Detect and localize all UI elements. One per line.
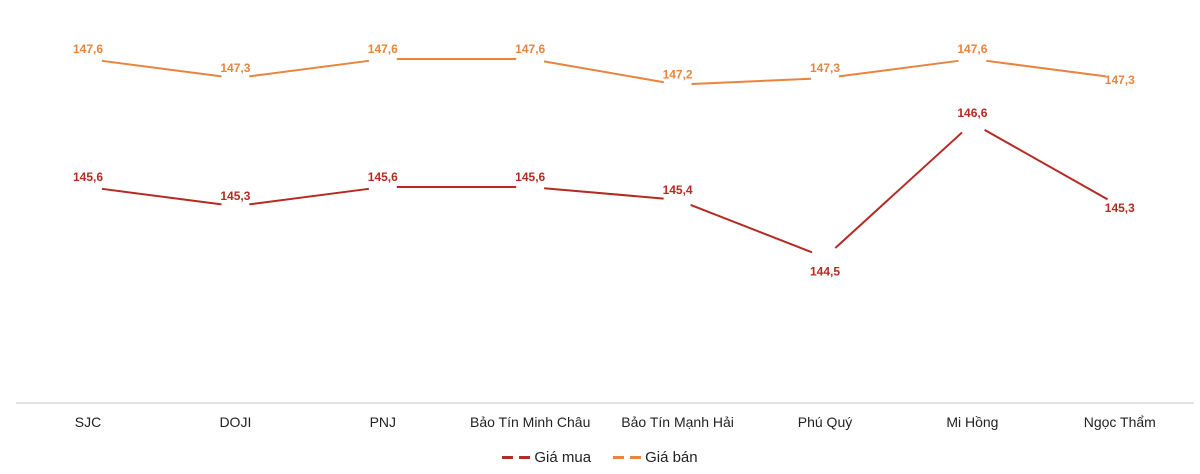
legend-item-gia-ban[interactable]: Giá bán	[613, 449, 698, 466]
series-segment	[838, 59, 959, 78]
data-label: 146,6	[957, 106, 987, 120]
data-label: 145,6	[73, 170, 103, 184]
series-segment	[249, 59, 370, 78]
data-label: 147,3	[220, 61, 250, 75]
legend-line-icon	[502, 456, 531, 459]
series-segment	[690, 203, 813, 254]
legend: Giá mua Giá bán	[0, 449, 1200, 466]
legend-line-icon	[613, 456, 642, 459]
x-axis-tick-label: Bảo Tín Mạnh Hải	[621, 414, 734, 430]
series-segment	[101, 59, 222, 78]
data-label: 147,6	[368, 42, 398, 56]
series-segment	[984, 129, 1109, 201]
data-label: 145,3	[220, 189, 250, 203]
data-label: 145,3	[1105, 201, 1135, 215]
data-label: 147,2	[663, 68, 693, 82]
data-label: 147,3	[1105, 73, 1135, 87]
data-label: 145,4	[663, 183, 693, 197]
x-axis-tick-label: PNJ	[369, 414, 397, 430]
series-layer: 145,6 145,3 145,6 145,6 145,4 144,5 146,6 145,3…	[73, 42, 1135, 278]
legend-label: Giá bán	[645, 449, 698, 466]
series-segment	[101, 187, 222, 206]
data-label: 144,5	[810, 264, 840, 278]
series-segment	[691, 77, 812, 85]
x-axis-tick-label: Bảo Tín Minh Châu	[470, 414, 591, 430]
data-label: 145,6	[515, 170, 545, 184]
series-segment	[543, 60, 664, 84]
series-segment	[834, 131, 963, 249]
x-axis-tick-label: Phú Quý	[797, 414, 853, 430]
data-label: 147,3	[810, 61, 840, 75]
x-axis-tick-label: DOJI	[219, 414, 252, 430]
data-label: 145,6	[368, 170, 398, 184]
series-segment	[986, 59, 1107, 78]
data-label: 147,6	[957, 42, 987, 56]
data-label: 147,6	[515, 42, 545, 56]
x-axis-tick-label: Ngọc Thẩm	[1083, 414, 1156, 430]
legend-label: Giá mua	[534, 449, 592, 466]
legend-item-gia-mua[interactable]: Giá mua	[502, 449, 591, 466]
series-segment	[544, 187, 664, 200]
x-axis-tick-label: Mi Hồng	[946, 414, 999, 430]
data-label: 147,6	[73, 42, 103, 56]
series-segment	[249, 187, 370, 206]
x-axis-tick-label: SJC	[74, 414, 102, 430]
